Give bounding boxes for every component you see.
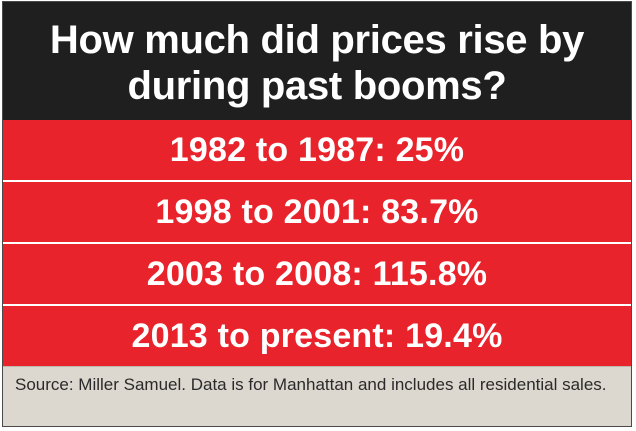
infographic-card: How much did prices rise by during past … bbox=[2, 1, 632, 427]
page-title: How much did prices rise by during past … bbox=[49, 18, 585, 108]
boom-row-label: 1998 to 2001: 83.7% bbox=[155, 192, 479, 231]
boom-row-2003: 2003 to 2008: 115.8% bbox=[3, 244, 631, 306]
boom-row-label: 1982 to 1987: 25% bbox=[169, 130, 465, 169]
source-footer: Source: Miller Samuel. Data is for Manha… bbox=[3, 366, 631, 426]
header-banner: How much did prices rise by during past … bbox=[3, 2, 631, 120]
boom-row-1982: 1982 to 1987: 25% bbox=[3, 120, 631, 182]
boom-row-label: 2003 to 2008: 115.8% bbox=[146, 254, 488, 293]
boom-row-1998: 1998 to 2001: 83.7% bbox=[3, 182, 631, 244]
boom-row-label: 2013 to present: 19.4% bbox=[131, 316, 503, 355]
booms-list: 1982 to 1987: 25% 1998 to 2001: 83.7% 20… bbox=[3, 120, 631, 366]
source-note: Source: Miller Samuel. Data is for Manha… bbox=[15, 375, 607, 394]
boom-row-2013: 2013 to present: 19.4% bbox=[3, 306, 631, 366]
